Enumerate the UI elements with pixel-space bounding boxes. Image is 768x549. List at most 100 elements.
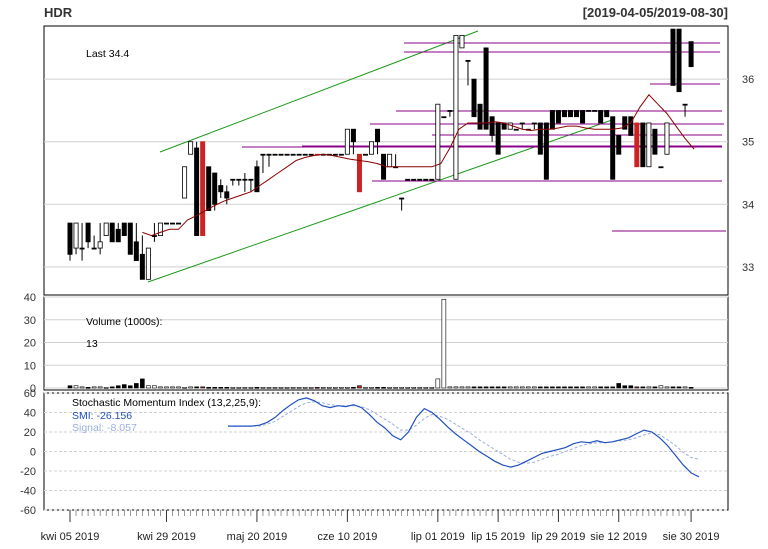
volume-bar [405, 387, 410, 389]
candle-body [151, 235, 157, 237]
volume-bar [326, 387, 332, 389]
last-price-label: Last 34.4 [86, 48, 129, 60]
volume-bar [254, 387, 260, 389]
volume-bar [284, 387, 290, 389]
volume-bar [339, 387, 344, 389]
candle-body [610, 116, 616, 180]
x-tick-label: lip 29 2019 [532, 531, 586, 543]
candle-body [362, 153, 368, 156]
volume-last-value: 13 [86, 338, 98, 350]
candle-body [278, 153, 284, 156]
volume-bar [574, 386, 579, 389]
x-tick-label: sie 30 2019 [663, 531, 720, 543]
candle-body [133, 241, 139, 261]
candle-body [85, 222, 91, 243]
x-tick-label: maj 20 2019 [227, 531, 288, 543]
volume-bar [495, 386, 501, 389]
volume-bar [658, 385, 664, 389]
candle-body [531, 122, 537, 125]
volume-bar [103, 387, 109, 389]
oscillator-tick-label: 20 [24, 427, 36, 439]
volume-bar [79, 386, 85, 389]
volume-bar [477, 386, 483, 389]
volume-bar [544, 386, 549, 389]
candle-body [296, 153, 302, 156]
volume-bar [73, 385, 79, 389]
volume-bar [194, 386, 199, 389]
candle-body [640, 122, 646, 168]
signal-value-label: Signal: -8.057 [72, 422, 137, 434]
volume-bar [453, 386, 459, 389]
volume-bar [471, 386, 477, 389]
volume-bar [628, 385, 634, 389]
volume-bar [91, 386, 97, 389]
volume-bar [363, 387, 368, 389]
candle-body [332, 153, 338, 156]
x-tick-label: cze 10 2019 [317, 531, 377, 543]
volume-bar [85, 387, 91, 389]
price-tick-label: 34 [742, 199, 754, 211]
candle-body [441, 116, 447, 119]
volume-bar [296, 387, 302, 389]
chart-title: HDR [44, 5, 73, 20]
volume-bar [634, 386, 640, 389]
candle-body [513, 128, 519, 131]
candle-body [157, 222, 163, 236]
candle-body [477, 103, 483, 130]
candle-body [664, 122, 670, 155]
volume-bar [411, 387, 417, 389]
candle-body [248, 178, 254, 181]
candle-body [266, 153, 272, 156]
volume-bar [357, 385, 362, 389]
volume-bar [399, 387, 404, 389]
volume-bar [128, 385, 133, 389]
volume-bar [447, 386, 453, 389]
candle-body [290, 153, 296, 156]
candle-body [139, 253, 145, 280]
candle-body [194, 147, 200, 236]
price-tick-label: 35 [742, 137, 754, 149]
volume-bar [67, 385, 73, 389]
candle-body [682, 103, 688, 106]
volume-bar [513, 386, 519, 389]
volume-bar [550, 386, 555, 389]
oscillator-tick-label: -60 [20, 505, 36, 517]
candle-body [465, 60, 471, 62]
candle-body [302, 153, 308, 156]
volume-bar [230, 387, 236, 389]
candle-body [567, 110, 573, 118]
signal-line [228, 401, 700, 464]
candle-body [580, 110, 586, 124]
volume-bar [218, 387, 224, 389]
candle-body [356, 153, 362, 193]
candle-body [182, 166, 188, 199]
volume-bar [538, 386, 543, 389]
volume-layer: Volume (1000s): 13 [67, 298, 694, 389]
volume-bar [146, 385, 151, 389]
volume-bar [556, 386, 561, 389]
volume-bar [242, 387, 248, 389]
volume-tick-label: 40 [24, 292, 36, 304]
candle-body [79, 247, 85, 250]
volume-bar [441, 298, 447, 389]
candle-body [350, 128, 356, 143]
candle-body [555, 110, 561, 124]
x-tick-label: lip 01 2019 [411, 531, 465, 543]
volume-bar [604, 386, 609, 389]
volume-bar [200, 386, 205, 389]
candle-body [543, 122, 549, 180]
candle-body [658, 166, 664, 169]
candle-body [127, 222, 133, 255]
volume-bar [206, 387, 211, 389]
volume-bar [670, 386, 676, 389]
volume-bar [134, 383, 139, 389]
volume-bar [610, 386, 616, 389]
volume-bar [224, 387, 230, 389]
volume-bar [212, 387, 218, 389]
candle-body [170, 222, 176, 225]
oscillator-tick-label: 40 [24, 408, 36, 420]
volume-bar [592, 386, 597, 389]
candle-body [206, 166, 212, 211]
candle-body [375, 128, 381, 143]
